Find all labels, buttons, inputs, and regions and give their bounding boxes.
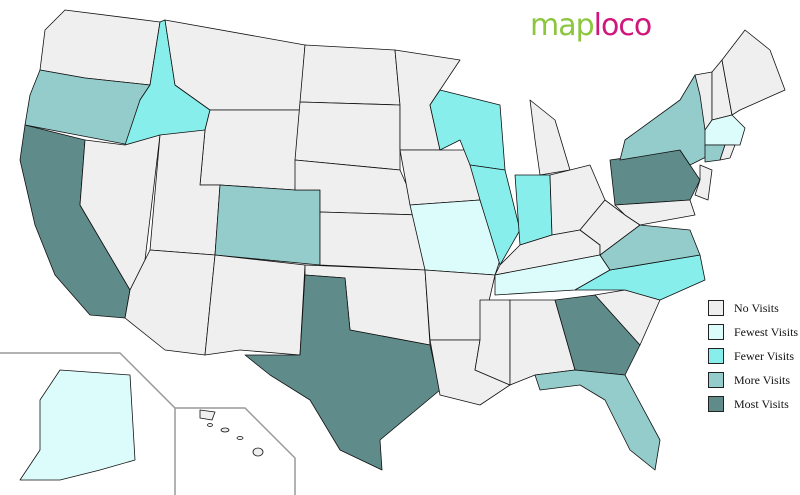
state-nd[interactable] <box>299 44 401 106</box>
state-ga[interactable] <box>554 294 641 376</box>
legend-label: No Visits <box>734 300 779 315</box>
legend-label: More Visits <box>734 372 791 387</box>
state-sd[interactable] <box>294 101 401 171</box>
state-ms[interactable] <box>474 299 511 386</box>
hawaii-island <box>236 436 244 440</box>
state-md[interactable] <box>614 199 696 226</box>
legend-swatch <box>708 300 724 316</box>
hawaii-inset-frame <box>175 407 296 495</box>
legend-item: Most Visits <box>708 392 798 416</box>
legend-swatch <box>708 324 724 340</box>
hawaii-island <box>207 423 213 427</box>
state-hi[interactable] <box>199 409 216 421</box>
state-ny[interactable] <box>619 74 711 166</box>
state-ak[interactable] <box>19 369 136 481</box>
maploco-logo: maploco <box>530 8 653 43</box>
state-il[interactable] <box>469 164 521 266</box>
legend-item: Fewest Visits <box>708 320 798 344</box>
state-fl[interactable] <box>534 369 661 471</box>
state-ri[interactable] <box>719 144 736 161</box>
state-me[interactable] <box>721 29 786 116</box>
logo-part-loco: loco <box>593 8 653 43</box>
legend-swatch <box>708 396 724 412</box>
hawaii-island <box>252 447 264 457</box>
logo-part-map: map <box>530 8 595 43</box>
state-mi[interactable] <box>529 99 571 176</box>
legend-item: More Visits <box>708 368 798 392</box>
alaska-inset-frame <box>0 352 176 495</box>
legend: No Visits Fewest Visits Fewer Visits Mor… <box>708 296 798 416</box>
legend-label: Fewer Visits <box>734 348 795 363</box>
legend-item: No Visits <box>708 296 798 320</box>
state-nm[interactable] <box>204 254 306 356</box>
state-wy[interactable] <box>199 109 301 191</box>
hawaii-island <box>220 427 230 433</box>
state-mo[interactable] <box>409 199 501 276</box>
legend-label: Fewest Visits <box>734 324 799 339</box>
state-ks[interactable] <box>319 211 426 271</box>
state-co[interactable] <box>214 184 321 266</box>
state-wi[interactable] <box>429 89 506 171</box>
legend-swatch <box>708 348 724 364</box>
legend-item: Fewer Visits <box>708 344 798 368</box>
state-tx[interactable] <box>244 274 441 471</box>
legend-swatch <box>708 372 724 388</box>
legend-label: Most Visits <box>734 396 789 411</box>
state-nj[interactable] <box>694 164 713 201</box>
state-in[interactable] <box>514 174 553 246</box>
